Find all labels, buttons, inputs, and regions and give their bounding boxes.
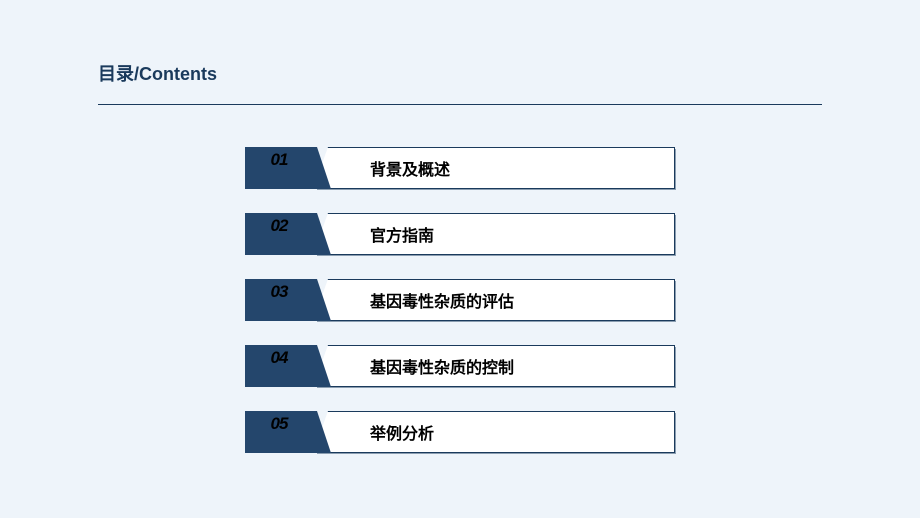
toc-number: 01 xyxy=(271,150,288,170)
toc-label-box: 基因毒性杂质的控制 xyxy=(313,345,675,387)
toc-number: 05 xyxy=(271,414,288,434)
title-divider xyxy=(98,104,822,105)
toc-label-box: 背景及概述 xyxy=(313,147,675,189)
toc-number: 02 xyxy=(271,216,288,236)
toc-item: 01 背景及概述 xyxy=(245,147,675,189)
toc-number-box: 05 xyxy=(245,411,317,453)
toc-list: 01 背景及概述 02 官方指南 03 基因毒性杂质的评估 04 基因毒性杂质的… xyxy=(0,147,920,453)
toc-number-box: 03 xyxy=(245,279,317,321)
toc-label-box: 基因毒性杂质的评估 xyxy=(313,279,675,321)
toc-label: 官方指南 xyxy=(370,222,434,246)
toc-number-box: 04 xyxy=(245,345,317,387)
toc-label: 举例分析 xyxy=(370,420,434,444)
toc-item: 05 举例分析 xyxy=(245,411,675,453)
toc-number-box: 01 xyxy=(245,147,317,189)
page-title: 目录/Contents xyxy=(98,60,822,86)
toc-item: 04 基因毒性杂质的控制 xyxy=(245,345,675,387)
toc-number-box: 02 xyxy=(245,213,317,255)
toc-label: 基因毒性杂质的评估 xyxy=(370,288,514,312)
header: 目录/Contents xyxy=(0,0,920,105)
toc-label: 背景及概述 xyxy=(370,156,450,180)
toc-number: 04 xyxy=(271,348,288,368)
toc-number: 03 xyxy=(271,282,288,302)
toc-label: 基因毒性杂质的控制 xyxy=(370,354,514,378)
toc-label-box: 官方指南 xyxy=(313,213,675,255)
toc-item: 02 官方指南 xyxy=(245,213,675,255)
toc-item: 03 基因毒性杂质的评估 xyxy=(245,279,675,321)
toc-label-box: 举例分析 xyxy=(313,411,675,453)
